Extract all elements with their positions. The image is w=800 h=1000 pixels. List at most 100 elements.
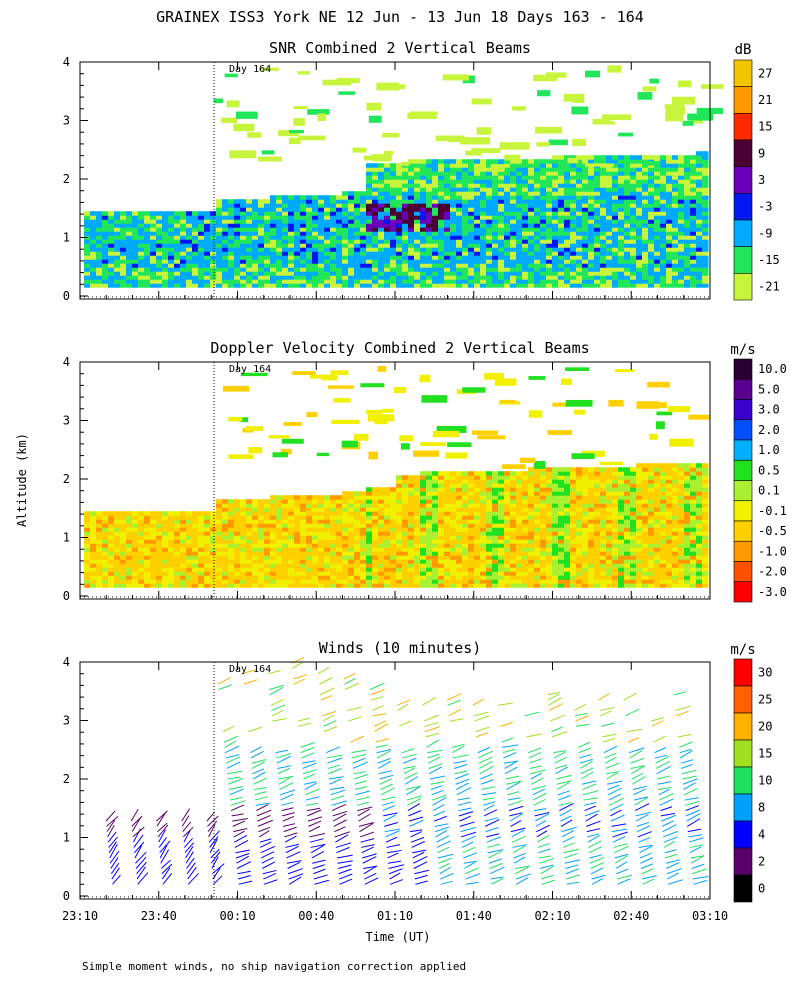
heatmap-cell (660, 155, 667, 160)
heatmap-cell (678, 263, 685, 268)
heatmap-cell (240, 279, 247, 284)
heatmap-cell (408, 199, 415, 204)
heatmap-cell (138, 571, 145, 576)
heatmap-cell (348, 283, 355, 288)
heatmap-cell (666, 215, 673, 220)
heatmap-cell (564, 207, 571, 212)
heatmap-cell (228, 219, 235, 224)
heatmap-patch (407, 112, 437, 120)
heatmap-cell (132, 551, 139, 556)
heatmap-cell (666, 279, 673, 284)
heatmap-cell (468, 179, 475, 184)
heatmap-cell (366, 259, 373, 264)
heatmap-cell (126, 215, 133, 220)
heatmap-cell (474, 479, 481, 484)
heatmap-cell (192, 235, 199, 240)
heatmap-cell (570, 179, 577, 184)
heatmap-cell (264, 579, 271, 584)
heatmap-cell (480, 259, 487, 264)
heatmap-cell (132, 255, 139, 260)
heatmap-cell (402, 583, 409, 588)
heatmap-cell (612, 255, 619, 260)
heatmap-cell (342, 235, 349, 240)
heatmap-cell (588, 199, 595, 204)
heatmap-cell (360, 555, 367, 560)
heatmap-cell (462, 531, 469, 536)
heatmap-cell (522, 539, 529, 544)
heatmap-cell (282, 543, 289, 548)
heatmap-cell (432, 547, 439, 552)
heatmap-cell (654, 203, 661, 208)
heatmap-cell (168, 571, 175, 576)
heatmap-cell (336, 511, 343, 516)
heatmap-cell (120, 275, 127, 280)
heatmap-cell (678, 259, 685, 264)
heatmap-cell (636, 243, 643, 248)
heatmap-cell (426, 475, 433, 480)
heatmap-cell (408, 215, 415, 220)
heatmap-cell (612, 211, 619, 216)
heatmap-cell (408, 207, 415, 212)
heatmap-cell (258, 579, 265, 584)
heatmap-cell (120, 575, 127, 580)
heatmap-cell (498, 251, 505, 256)
heatmap-cell (426, 199, 433, 204)
heatmap-cell (540, 187, 547, 192)
heatmap-cell (534, 559, 541, 564)
heatmap-cell (306, 259, 313, 264)
heatmap-cell (384, 251, 391, 256)
heatmap-cell (510, 507, 517, 512)
heatmap-cell (228, 559, 235, 564)
heatmap-cell (144, 547, 151, 552)
heatmap-cell (120, 511, 127, 516)
heatmap-cell (168, 567, 175, 572)
heatmap-cell (576, 191, 583, 196)
heatmap-cell (432, 183, 439, 188)
heatmap-cell (120, 555, 127, 560)
heatmap-cell (510, 175, 517, 180)
heatmap-cell (216, 579, 223, 584)
heatmap-cell (330, 247, 337, 252)
heatmap-cell (414, 263, 421, 268)
heatmap-cell (624, 207, 631, 212)
heatmap-cell (102, 215, 109, 220)
heatmap-cell (522, 211, 529, 216)
heatmap-cell (426, 571, 433, 576)
heatmap-cell (108, 215, 115, 220)
heatmap-cell (474, 271, 481, 276)
heatmap-cell (438, 515, 445, 520)
heatmap-cell (450, 259, 457, 264)
heatmap-cell (474, 571, 481, 576)
heatmap-cell (576, 283, 583, 288)
heatmap-cell (396, 567, 403, 572)
heatmap-cell (564, 235, 571, 240)
heatmap-cell (102, 575, 109, 580)
heatmap-cell (552, 571, 559, 576)
heatmap-cell (702, 191, 709, 196)
heatmap-cell (174, 555, 181, 560)
heatmap-cell (258, 503, 265, 508)
heatmap-patch (535, 126, 563, 134)
heatmap-cell (366, 215, 373, 220)
heatmap-cell (468, 535, 475, 540)
heatmap-cell (114, 223, 121, 228)
heatmap-cell (438, 475, 445, 480)
heatmap-cell (222, 499, 229, 504)
heatmap-cell (612, 283, 619, 288)
heatmap-cell (444, 547, 451, 552)
heatmap-cell (204, 211, 211, 216)
heatmap-cell (102, 555, 109, 560)
heatmap-cell (426, 207, 433, 212)
heatmap-cell (552, 503, 559, 508)
heatmap-cell (252, 263, 259, 268)
heatmap-cell (120, 515, 127, 520)
heatmap-cell (270, 195, 277, 200)
heatmap-cell (258, 555, 265, 560)
heatmap-cell (564, 263, 571, 268)
heatmap-cell (96, 255, 103, 260)
heatmap-cell (258, 515, 265, 520)
heatmap-cell (600, 199, 607, 204)
heatmap-patch (567, 157, 579, 164)
heatmap-cell (108, 275, 115, 280)
heatmap-cell (384, 487, 391, 492)
